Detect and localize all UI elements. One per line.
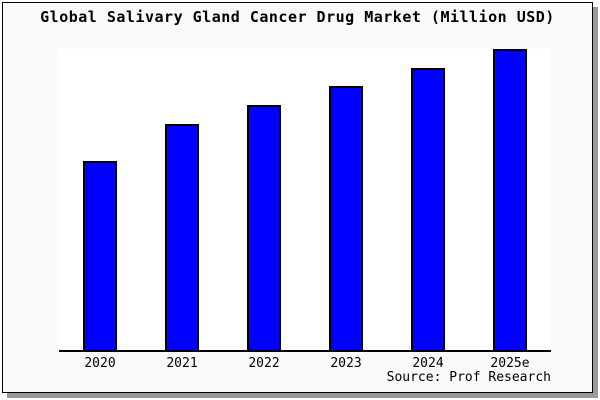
x-tick-label-2023: 2023 bbox=[330, 356, 362, 371]
bar-2025e bbox=[493, 49, 527, 350]
x-tick-label-2025e: 2025e bbox=[490, 356, 530, 371]
chart-card: Global Salivary Gland Cancer Drug Market… bbox=[2, 2, 593, 393]
x-tick-label-2024: 2024 bbox=[412, 356, 444, 371]
bars-container bbox=[59, 49, 551, 350]
bar-2021 bbox=[165, 124, 199, 350]
bar-slot-2020 bbox=[59, 49, 141, 350]
bar-2023 bbox=[329, 86, 363, 350]
bar-slot-2021 bbox=[141, 49, 223, 350]
bar-2022 bbox=[247, 105, 281, 350]
x-tick-label-2021: 2021 bbox=[166, 356, 198, 371]
bar-slot-2022 bbox=[223, 49, 305, 350]
bar-slot-2025e bbox=[469, 49, 551, 350]
bar-2020 bbox=[83, 161, 117, 350]
chart-title: Global Salivary Gland Cancer Drug Market… bbox=[40, 8, 555, 26]
source-note: Source: Prof Research bbox=[386, 370, 551, 385]
plot-area bbox=[59, 49, 551, 352]
bar-slot-2023 bbox=[305, 49, 387, 350]
bar-2024 bbox=[411, 68, 445, 350]
x-tick-label-2022: 2022 bbox=[248, 356, 280, 371]
x-tick-label-2020: 2020 bbox=[84, 356, 116, 371]
bar-slot-2024 bbox=[387, 49, 469, 350]
x-axis-labels: 2020 2021 2022 2023 2024 2025e bbox=[59, 356, 551, 371]
